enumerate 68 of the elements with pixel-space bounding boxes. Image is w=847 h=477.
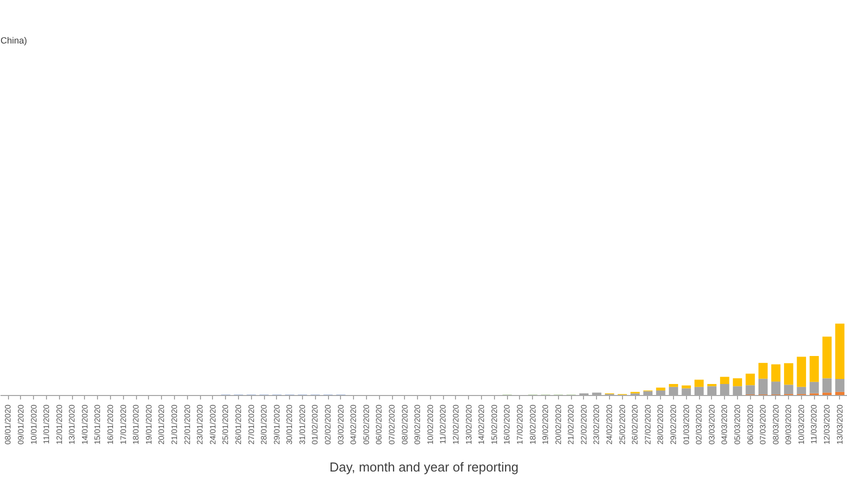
x-tick-label: 02/02/2020 [324, 404, 333, 445]
x-tick-label: 17/01/2020 [118, 404, 128, 445]
x-tick-label: 25/02/2020 [618, 404, 627, 445]
x-tick-label: 10/01/2020 [29, 404, 38, 445]
x-tick-label: 15/01/2020 [93, 404, 102, 445]
x-tick-label: 19/01/2020 [144, 404, 154, 445]
x-tick-label: 21/02/2020 [566, 404, 576, 445]
x-tick-label: 08/03/2020 [771, 404, 780, 445]
x-tick-label: 27/02/2020 [643, 404, 652, 445]
text: China) [0, 36, 28, 46]
x-tick-label: 10/03/2020 [796, 404, 806, 445]
x-tick-label: 24/02/2020 [605, 404, 614, 445]
x-tick-label: 20/02/2020 [554, 404, 563, 445]
x-tick-label: 16/02/2020 [502, 404, 512, 445]
x-tick-label: 22/01/2020 [182, 404, 192, 445]
x-tick-label: 11/02/2020 [438, 404, 448, 444]
x-tick-label: 09/02/2020 [413, 404, 422, 445]
x-tick-label: 18/01/2020 [132, 404, 141, 445]
x-tick-label: 30/01/2020 [285, 404, 294, 445]
x-tick-label: 14/02/2020 [477, 404, 486, 445]
x-tick-label: 18/02/2020 [528, 404, 538, 445]
x-tick-label: 10/02/2020 [426, 404, 435, 445]
x-tick-label: 25/01/2020 [221, 404, 230, 445]
x-tick-label: 12/01/2020 [54, 404, 64, 445]
x-tick-label: 11/03/2020 [810, 404, 819, 444]
x-tick-label: 19/02/2020 [541, 404, 550, 445]
x-tick-label: 29/02/2020 [668, 404, 678, 445]
x-tick-label: 27/01/2020 [246, 404, 256, 445]
x-tick-label: 14/01/2020 [80, 404, 90, 445]
x-tick-label: 05/03/2020 [732, 404, 742, 445]
x-tick-label: 05/02/2020 [362, 404, 371, 445]
x-tick-label: 07/02/2020 [388, 404, 397, 445]
x-tick-label: 24/01/2020 [208, 404, 218, 445]
x-tick-label: 13/02/2020 [464, 404, 474, 445]
x-tick-label: 03/02/2020 [336, 404, 346, 445]
x-tick-label: 02/03/2020 [694, 404, 704, 445]
x-tick-label: 12/03/2020 [822, 404, 832, 445]
x-tick-label: 09/03/2020 [784, 404, 794, 445]
x-tick-label: 29/01/2020 [272, 404, 282, 445]
x-tick-label: 06/03/2020 [746, 404, 755, 445]
x-tick-label: 12/02/2020 [451, 404, 460, 445]
x-tick-label: 13/01/2020 [68, 404, 77, 445]
x-tick-label: 16/01/2020 [106, 404, 116, 445]
x-tick-label: 17/02/2020 [515, 404, 524, 445]
x-tick-label: 26/01/2020 [234, 404, 243, 445]
x-tick-label: 06/02/2020 [374, 404, 384, 445]
x-tick-label: 04/03/2020 [720, 404, 730, 445]
x-tick-label: 23/01/2020 [196, 404, 205, 445]
x-tick-label: 31/01/2020 [298, 404, 307, 445]
x-axis-title: Day, month and year of reporting [329, 460, 519, 475]
x-tick-label: 13/03/2020 [835, 404, 844, 445]
x-tick-label: 26/02/2020 [630, 404, 640, 445]
x-tick-label: 08/01/2020 [4, 404, 13, 445]
x-tick-label: 28/01/2020 [260, 404, 269, 445]
x-tick-label: 23/02/2020 [592, 404, 602, 445]
x-tick-label: 22/02/2020 [579, 404, 588, 445]
x-tick-label: 04/02/2020 [349, 404, 358, 445]
x-tick-label: 20/01/2020 [157, 404, 166, 445]
x-tick-label: 07/03/2020 [758, 404, 768, 445]
x-tick-label: 21/01/2020 [170, 404, 180, 445]
x-tick-label: 01/02/2020 [310, 404, 320, 445]
x-tick-label: 09/01/2020 [16, 404, 26, 445]
x-tick-label: 03/03/2020 [707, 404, 716, 445]
x-tick-label: 15/02/2020 [490, 404, 499, 445]
x-tick-label: 11/01/2020 [42, 404, 52, 444]
x-tick-label: 08/02/2020 [400, 404, 410, 445]
x-tick-label: 28/02/2020 [656, 404, 666, 445]
x-tick-label: 01/03/2020 [682, 404, 691, 445]
